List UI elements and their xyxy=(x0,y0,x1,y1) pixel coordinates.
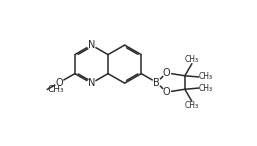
Text: CH₃: CH₃ xyxy=(185,55,199,64)
Text: O: O xyxy=(56,78,63,87)
Circle shape xyxy=(153,79,161,86)
Text: CH₃: CH₃ xyxy=(199,84,213,93)
Text: O: O xyxy=(163,87,170,97)
Text: CH₃: CH₃ xyxy=(199,72,213,81)
Text: O: O xyxy=(163,68,170,78)
Circle shape xyxy=(87,41,95,49)
Text: N: N xyxy=(88,78,95,88)
Text: CH₃: CH₃ xyxy=(48,85,64,94)
Circle shape xyxy=(87,79,95,87)
Circle shape xyxy=(55,79,63,86)
Circle shape xyxy=(162,88,170,96)
Text: CH₃: CH₃ xyxy=(185,101,199,110)
Text: B: B xyxy=(153,78,160,87)
Text: N: N xyxy=(88,40,95,50)
Circle shape xyxy=(162,69,170,77)
